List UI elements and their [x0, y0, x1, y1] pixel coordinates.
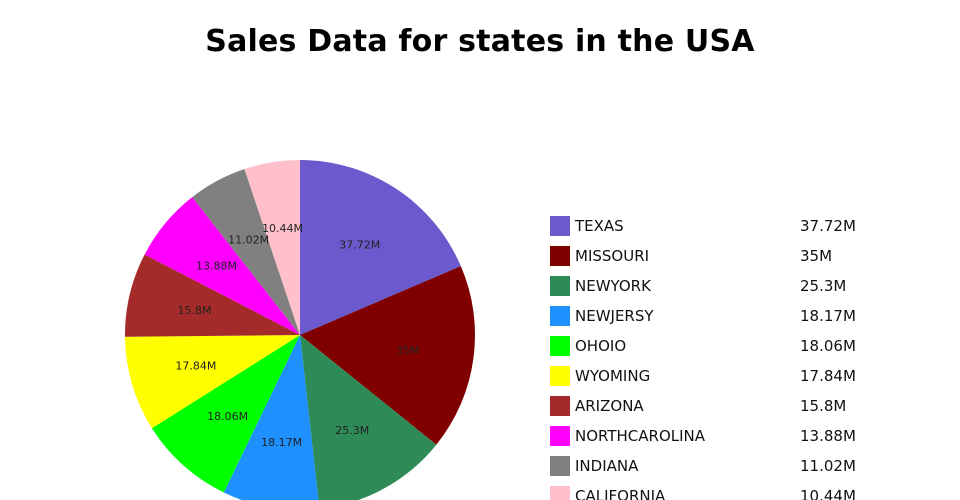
legend-label: NORTHCAROLINA — [575, 427, 706, 445]
legend-value: 25.3M — [800, 277, 847, 295]
legend-label: WYOMING — [575, 367, 651, 385]
slice-label-newyork: 25.3M — [335, 424, 369, 437]
legend-swatch — [550, 456, 570, 476]
legend-item-texas[interactable]: TEXAS 37.72M — [550, 213, 910, 243]
pie-slices — [125, 160, 475, 500]
legend-label: NEWYORK — [575, 277, 651, 295]
slice-label-indiana: 11.02M — [228, 233, 269, 246]
legend-item-newjersy[interactable]: NEWJERSY 18.17M — [550, 303, 910, 333]
pie-slice-indiana — [192, 169, 300, 335]
slice-label-california: 10.44M — [262, 222, 303, 235]
legend-swatch — [550, 306, 570, 326]
pie-slice-wyoming — [125, 335, 300, 429]
legend-label: ARIZONA — [575, 397, 644, 415]
legend-value: 10.44M — [800, 487, 856, 500]
pie-slice-arizona — [125, 254, 300, 337]
slice-label-newjersy: 18.17M — [261, 436, 302, 449]
legend-value: 37.72M — [800, 217, 856, 235]
legend-swatch — [550, 216, 570, 236]
legend-value: 15.8M — [800, 397, 847, 415]
slice-label-arizona: 15.8M — [177, 304, 211, 317]
legend-value: 35M — [800, 247, 833, 265]
legend-label: NEWJERSY — [575, 307, 654, 325]
legend-item-missouri[interactable]: MISSOURI 35M — [550, 243, 910, 273]
slice-label-wyoming: 17.84M — [175, 360, 216, 373]
legend-value: 13.88M — [800, 427, 856, 445]
legend-item-ohoio[interactable]: OHOIO 18.06M — [550, 333, 910, 363]
slice-label-ohoio: 18.06M — [207, 410, 248, 423]
pie-slice-missouri — [300, 266, 475, 445]
legend-swatch — [550, 246, 570, 266]
legend-item-indiana[interactable]: INDIANA 11.02M — [550, 453, 910, 483]
legend-value: 17.84M — [800, 367, 856, 385]
chart-title: Sales Data for states in the USA — [205, 24, 755, 59]
legend-swatch — [550, 366, 570, 386]
legend-item-california[interactable]: CALIFORNIA 10.44M — [550, 483, 910, 500]
legend-label: INDIANA — [575, 457, 639, 475]
pie-slice-newjersy — [223, 335, 319, 500]
legend-swatch — [550, 336, 570, 356]
legend-item-newyork[interactable]: NEWYORK 25.3M — [550, 273, 910, 303]
pie-slice-texas — [300, 160, 461, 335]
slice-label-texas: 37.72M — [339, 238, 380, 251]
pie-slice-labels: 37.72M 35M 25.3M 18.17M 18.06M 17.84M 15.8M 13.… — [175, 222, 419, 449]
legend-swatch — [550, 396, 570, 416]
legend-item-arizona[interactable]: ARIZONA 15.8M — [550, 393, 910, 423]
legend-label: MISSOURI — [575, 247, 650, 265]
slice-label-missouri: 35M — [396, 344, 420, 357]
legend-value: 18.17M — [800, 307, 856, 325]
pie-slice-ohoio — [151, 335, 300, 493]
pie-slice-newyork — [300, 335, 437, 500]
legend-label: OHOIO — [575, 337, 627, 355]
legend-item-wyoming[interactable]: WYOMING 17.84M — [550, 363, 910, 393]
legend-value: 18.06M — [800, 337, 856, 355]
legend: TEXAS 37.72M MISSOURI 35M NEWYORK 25.3M NEWJER… — [550, 213, 910, 500]
pie-slice-california — [244, 160, 300, 335]
legend-value: 11.02M — [800, 457, 856, 475]
legend-swatch — [550, 426, 570, 446]
legend-label: CALIFORNIA — [575, 487, 666, 500]
slice-label-northcarolina: 13.88M — [196, 260, 237, 273]
legend-item-northcarolina[interactable]: NORTHCAROLINA 13.88M — [550, 423, 910, 453]
legend-swatch — [550, 276, 570, 296]
legend-swatch — [550, 486, 570, 500]
legend-label: TEXAS — [575, 217, 624, 235]
pie-slice-northcarolina — [144, 197, 300, 335]
